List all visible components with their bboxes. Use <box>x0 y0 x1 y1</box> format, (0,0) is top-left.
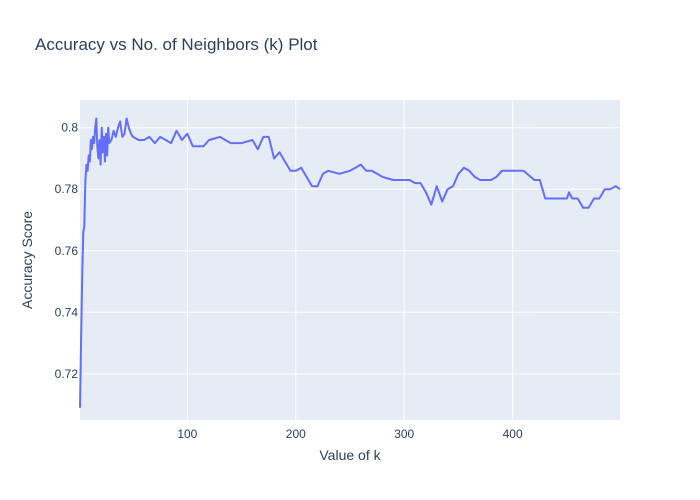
plot-area <box>80 100 620 420</box>
x-tick-label: 400 <box>503 427 523 441</box>
x-axis-title: Value of k <box>319 447 381 463</box>
y-tick-label: 0.72 <box>55 367 79 381</box>
y-tick-label: 0.74 <box>55 305 79 319</box>
x-tick-label: 300 <box>394 427 414 441</box>
chart-title: Accuracy vs No. of Neighbors (k) Plot <box>35 35 318 54</box>
x-tick-label: 100 <box>177 427 197 441</box>
y-tick-labels: 0.72 0.74 0.76 0.78 0.8 <box>55 121 79 381</box>
x-tick-label: 200 <box>286 427 306 441</box>
y-axis-title: Accuracy Score <box>19 211 35 309</box>
grid-lines <box>80 100 620 420</box>
y-tick-label: 0.78 <box>55 182 79 196</box>
x-tick-labels: 100 200 300 400 <box>177 427 523 441</box>
series-line <box>79 117 621 408</box>
y-tick-label: 0.8 <box>61 121 78 135</box>
y-tick-label: 0.76 <box>55 244 79 258</box>
